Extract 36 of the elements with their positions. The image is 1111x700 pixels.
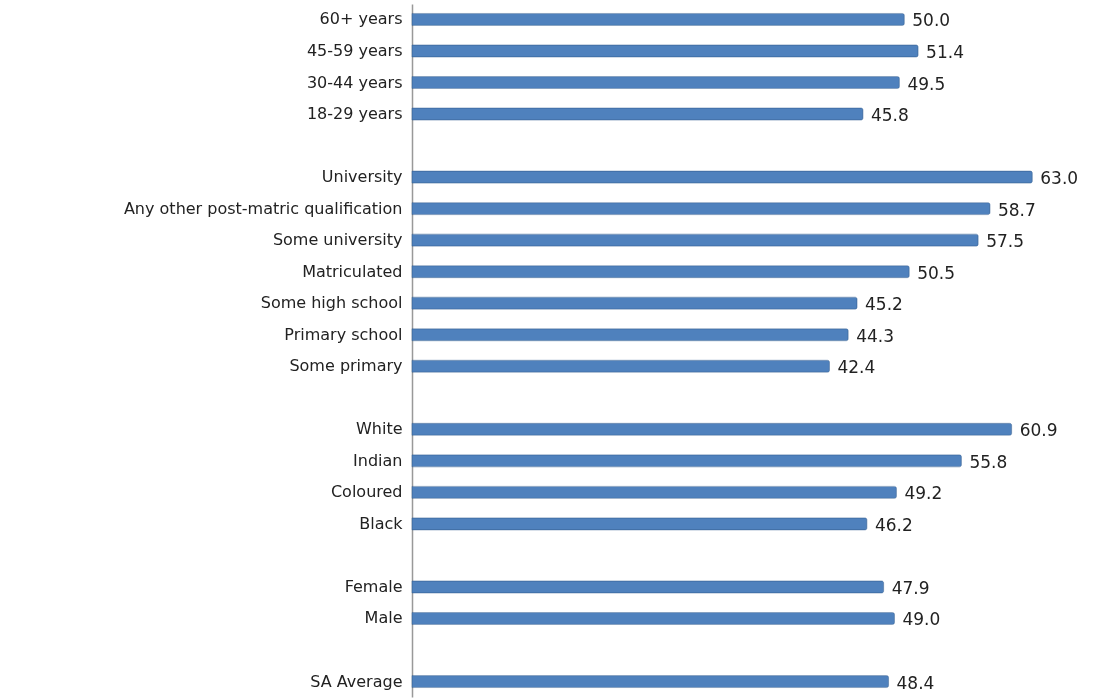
data-label: 58.7 — [997, 199, 1036, 220]
data-label: 55.8 — [969, 451, 1008, 472]
y-tick-label: Indian — [353, 450, 403, 470]
y-tick-label: Some primary — [289, 356, 403, 376]
y-tick-label: Male — [364, 608, 403, 628]
data-label: 60.9 — [1019, 420, 1058, 441]
data-label: 50.0 — [912, 10, 951, 31]
y-tick-label: Some high school — [260, 293, 403, 313]
data-label: 57.5 — [986, 231, 1025, 252]
y-tick-label: SA Average — [310, 671, 403, 691]
y-tick-label: 60+ years — [319, 9, 403, 29]
y-tick-label: White — [355, 419, 403, 439]
y-tick-label: Coloured — [330, 482, 403, 502]
data-label: 49.2 — [904, 483, 943, 504]
y-tick-label: Primary school — [284, 324, 403, 344]
data-label: 49.5 — [907, 73, 946, 94]
y-tick-label: Matriculated — [302, 261, 403, 281]
y-tick-label: Black — [359, 513, 404, 533]
data-label: 50.5 — [917, 262, 956, 283]
y-tick-label: Any other post-matric qualification — [123, 198, 403, 218]
y-tick-label: 45-59 years — [306, 40, 403, 60]
y-tick-label: University — [321, 167, 403, 187]
data-label: 45.2 — [865, 294, 903, 315]
data-label: 42.4 — [837, 357, 876, 378]
data-label: 49.0 — [902, 609, 941, 630]
data-label: 46.2 — [874, 514, 913, 535]
data-label: 47.9 — [891, 577, 930, 598]
data-label: 51.4 — [926, 41, 964, 62]
y-tick-label: Female — [344, 576, 403, 596]
data-label: 45.8 — [870, 105, 909, 126]
data-label: 44.3 — [856, 325, 895, 346]
y-tick-label: Some university — [272, 230, 403, 250]
y-tick-label: 30-44 years — [306, 72, 403, 92]
data-label: 48.4 — [896, 672, 935, 693]
data-label: 63.0 — [1040, 168, 1079, 189]
y-tick-label: 18-29 years — [306, 104, 403, 124]
